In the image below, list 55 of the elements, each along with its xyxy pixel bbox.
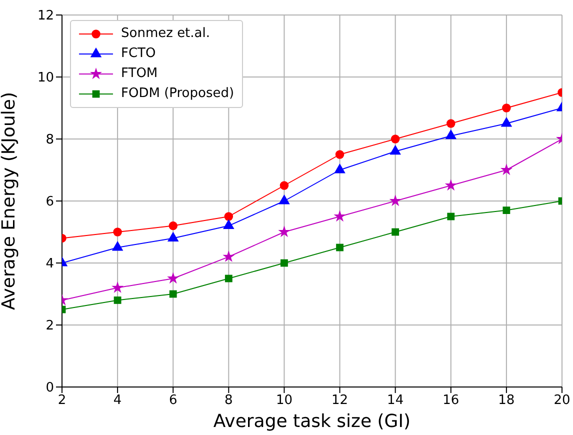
point [280,181,289,190]
point [114,296,122,304]
legend-label: FCTO [121,45,156,63]
point [167,232,179,242]
y-tick-label: 10 [37,70,54,86]
point [222,250,235,262]
point [445,129,457,140]
point [169,290,177,298]
point [334,210,346,222]
x-tick-label: 20 [554,393,570,408]
point [168,221,178,230]
x-tick-label: 10 [276,393,292,408]
x-axis-title: Average task size (GI) [213,411,411,432]
point [112,240,124,251]
x-tick-label: 8 [224,393,233,408]
y-tick-label: 4 [46,256,54,272]
legend-label: FODM (Proposed) [121,85,234,103]
point [112,281,124,293]
point [223,219,234,230]
point [224,212,234,221]
y-tick-label: 2 [46,318,54,334]
y-tick-label: 12 [37,8,54,24]
x-tick-label: 4 [113,393,122,408]
point [447,212,455,220]
point [334,163,346,174]
y-tick-label: 0 [46,380,54,396]
point [502,104,511,112]
x-tick-label: 2 [58,393,66,408]
point [389,194,402,206]
point [390,134,400,144]
point [335,150,344,159]
x-tick-label: 16 [442,393,460,408]
point [278,226,290,238]
y-axis-title: Average Energy (KJoule) [0,92,20,310]
point [500,116,512,127]
point [502,206,510,214]
legend-label: Sonmez et.al. [121,25,210,43]
point [390,144,401,155]
point [167,272,180,284]
point [446,119,456,128]
x-tick-label: 18 [498,393,515,408]
y-tick-label: 6 [46,194,54,210]
legend-label: FTOM [121,65,158,83]
point [278,194,290,204]
y-tick-label: 8 [46,132,54,148]
point [280,259,288,267]
point [392,228,400,236]
x-tick-label: 6 [168,393,178,408]
point [224,274,232,282]
point [113,228,122,236]
point [500,164,512,176]
x-tick-label: 12 [332,393,348,408]
point [444,179,457,191]
x-tick-label: 14 [387,393,404,408]
point [336,244,344,252]
